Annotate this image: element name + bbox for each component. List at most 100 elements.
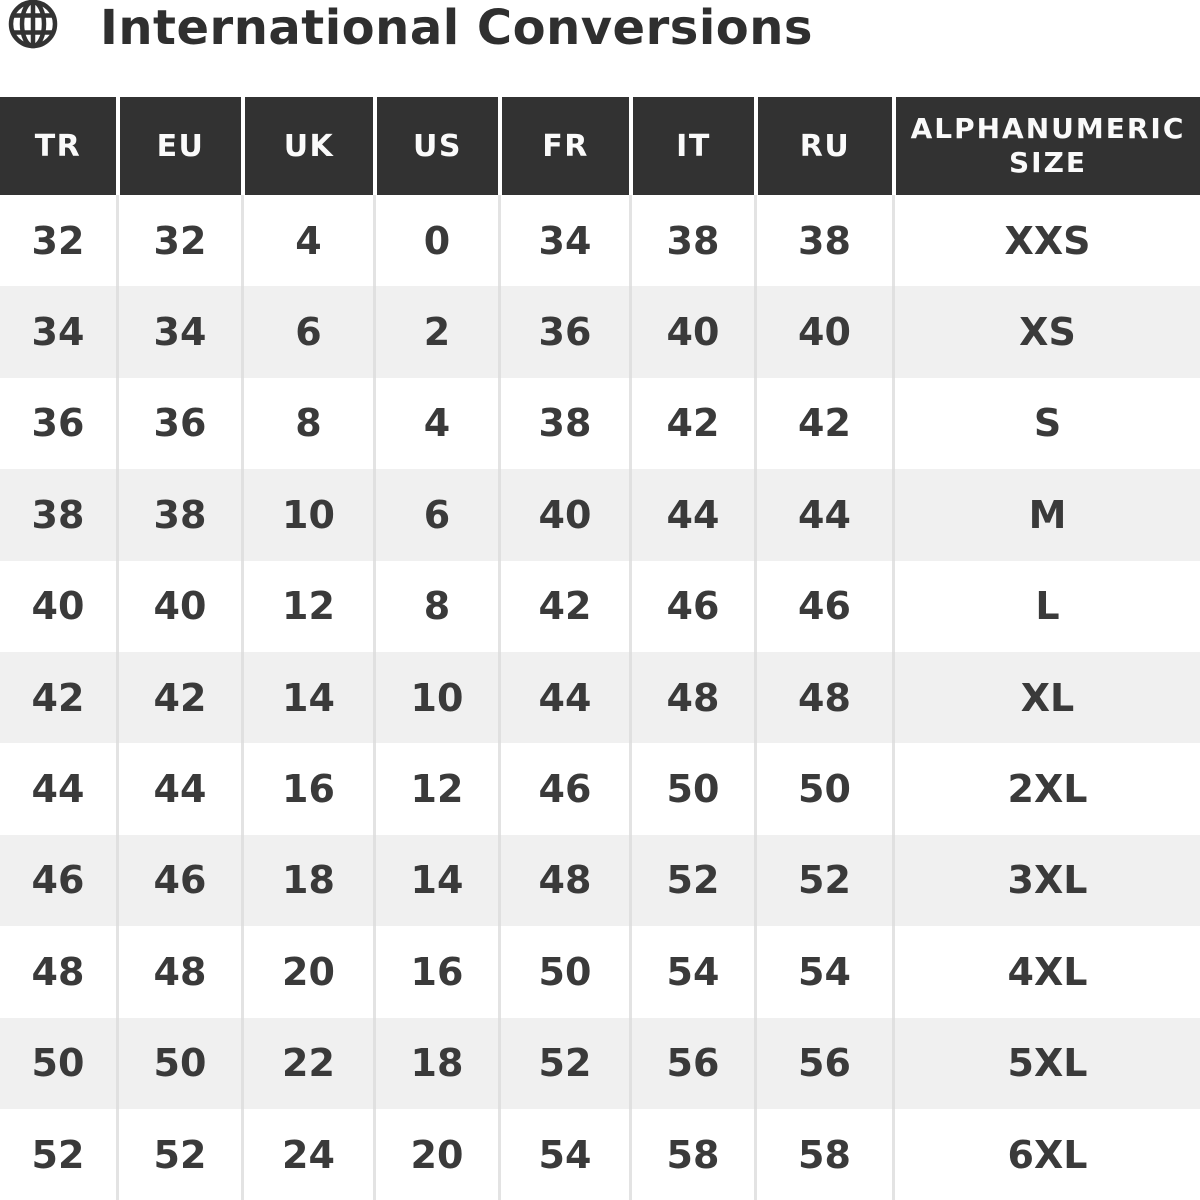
- table-cell: 50: [498, 926, 629, 1018]
- table-cell: 40: [116, 560, 241, 652]
- table-cell: 38: [0, 469, 116, 561]
- table-row: 50 50 22 18 52 56 56 5XL: [0, 1017, 1200, 1109]
- table-cell: 32: [116, 195, 241, 287]
- table-cell: 48: [754, 651, 892, 744]
- table-header-row: TR EU UK US FR IT RU ALPHANUMERIC SIZE: [0, 97, 1200, 195]
- table-cell: 6: [373, 469, 498, 561]
- table-cell: 54: [629, 926, 754, 1018]
- table-cell: 8: [241, 377, 373, 470]
- table-cell: XL: [892, 651, 1200, 744]
- table-cell: 38: [116, 469, 241, 561]
- column-header-eu: EU: [116, 97, 241, 195]
- column-header-fr: FR: [498, 97, 629, 195]
- table-cell: 6: [241, 286, 373, 378]
- table-cell: 58: [754, 1108, 892, 1200]
- table-cell: 44: [629, 469, 754, 561]
- table-cell: 16: [373, 926, 498, 1018]
- table-row: 38 38 10 6 40 44 44 M: [0, 469, 1200, 561]
- table-cell: 50: [629, 743, 754, 835]
- column-header-tr: TR: [0, 97, 116, 195]
- page-title: International Conversions: [100, 0, 813, 56]
- table-cell: 42: [629, 377, 754, 470]
- table-cell: 54: [498, 1108, 629, 1200]
- table-cell: 56: [629, 1017, 754, 1109]
- table-cell: 38: [629, 195, 754, 287]
- table-cell: 38: [754, 195, 892, 287]
- table-row: 44 44 16 12 46 50 50 2XL: [0, 743, 1200, 835]
- table-cell: 4: [241, 195, 373, 287]
- table-cell: 32: [0, 195, 116, 287]
- table-cell: 14: [241, 651, 373, 744]
- table-row: 52 52 24 20 54 58 58 6XL: [0, 1108, 1200, 1200]
- table-cell: XXS: [892, 195, 1200, 287]
- table-cell: M: [892, 469, 1200, 561]
- table-cell: 40: [754, 286, 892, 378]
- table-cell: 52: [0, 1108, 116, 1200]
- table-cell: 6XL: [892, 1108, 1200, 1200]
- table-cell: 52: [754, 834, 892, 927]
- table-cell: 48: [629, 651, 754, 744]
- table-cell: 36: [116, 377, 241, 470]
- table-cell: 46: [498, 743, 629, 835]
- table-cell: L: [892, 560, 1200, 652]
- table-cell: 56: [754, 1017, 892, 1109]
- table-cell: 2XL: [892, 743, 1200, 835]
- table-cell: 20: [373, 1108, 498, 1200]
- table-cell: 58: [629, 1108, 754, 1200]
- table-cell: 46: [754, 560, 892, 652]
- column-header-ru: RU: [754, 97, 892, 195]
- table-cell: 52: [629, 834, 754, 927]
- table-cell: 12: [373, 743, 498, 835]
- table-cell: 48: [116, 926, 241, 1018]
- table-cell: 52: [498, 1017, 629, 1109]
- table-cell: 44: [754, 469, 892, 561]
- table-cell: 8: [373, 560, 498, 652]
- table-cell: 44: [0, 743, 116, 835]
- table-body: 32 32 4 0 34 38 38 XXS 34 34 6 2 36 40 40 XS 36 36 8 4 38 42 4…: [0, 195, 1200, 1200]
- table-cell: 20: [241, 926, 373, 1018]
- table-row: 42 42 14 10 44 48 48 XL: [0, 651, 1200, 744]
- table-cell: 40: [0, 560, 116, 652]
- table-cell: 54: [754, 926, 892, 1018]
- table-cell: 50: [754, 743, 892, 835]
- page-header: International Conversions: [0, 0, 1200, 97]
- table-cell: 50: [0, 1017, 116, 1109]
- table-cell: 3XL: [892, 834, 1200, 927]
- table-cell: 38: [498, 377, 629, 470]
- table-cell: 40: [498, 469, 629, 561]
- table-cell: 46: [0, 834, 116, 927]
- table-cell: 50: [116, 1017, 241, 1109]
- table-cell: S: [892, 377, 1200, 470]
- table-cell: 10: [373, 651, 498, 744]
- table-cell: 18: [241, 834, 373, 927]
- table-row: 36 36 8 4 38 42 42 S: [0, 377, 1200, 470]
- column-header-it: IT: [629, 97, 754, 195]
- table-cell: 42: [498, 560, 629, 652]
- table-cell: 36: [498, 286, 629, 378]
- column-header-alphanumeric-size: ALPHANUMERIC SIZE: [892, 97, 1200, 195]
- table-cell: 34: [498, 195, 629, 287]
- table-cell: 48: [0, 926, 116, 1018]
- table-cell: 40: [629, 286, 754, 378]
- table-cell: 48: [498, 834, 629, 927]
- table-cell: 34: [0, 286, 116, 378]
- table-cell: 42: [0, 651, 116, 744]
- table-cell: 44: [498, 651, 629, 744]
- table-cell: 36: [0, 377, 116, 470]
- table-cell: 12: [241, 560, 373, 652]
- table-cell: 24: [241, 1108, 373, 1200]
- table-cell: 34: [116, 286, 241, 378]
- table-cell: 16: [241, 743, 373, 835]
- table-row: 32 32 4 0 34 38 38 XXS: [0, 195, 1200, 287]
- table-cell: 42: [754, 377, 892, 470]
- table-cell: XS: [892, 286, 1200, 378]
- table-cell: 5XL: [892, 1017, 1200, 1109]
- table-cell: 4: [373, 377, 498, 470]
- table-cell: 4XL: [892, 926, 1200, 1018]
- table-cell: 44: [116, 743, 241, 835]
- table-cell: 42: [116, 651, 241, 744]
- column-header-uk: UK: [241, 97, 373, 195]
- table-cell: 0: [373, 195, 498, 287]
- table-row: 40 40 12 8 42 46 46 L: [0, 560, 1200, 652]
- table-row: 48 48 20 16 50 54 54 4XL: [0, 926, 1200, 1018]
